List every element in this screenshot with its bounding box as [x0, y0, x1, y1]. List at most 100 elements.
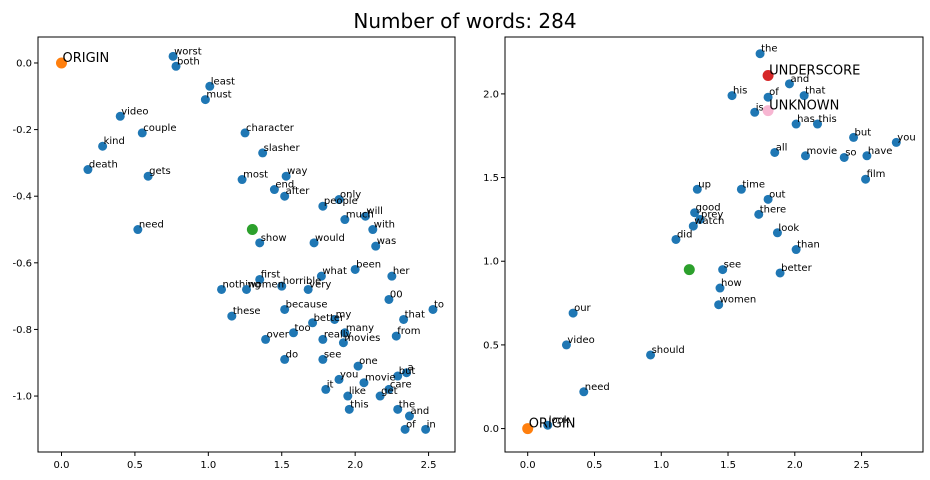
point — [368, 225, 378, 235]
point-label: show — [261, 233, 287, 244]
point-label: with — [374, 220, 395, 231]
point-label: of — [769, 87, 779, 98]
point-label: must — [206, 90, 231, 101]
point — [715, 283, 725, 293]
point-label: that — [405, 309, 425, 320]
point-label: out — [769, 189, 785, 200]
point-label: see — [724, 260, 742, 271]
point — [800, 151, 810, 161]
point-label: was — [377, 236, 397, 247]
highlight-point — [246, 224, 258, 236]
x-tick-label: 1.5 — [274, 460, 290, 471]
point-label: care — [390, 379, 412, 390]
point — [171, 61, 181, 71]
point-label: need — [139, 220, 164, 231]
point — [359, 378, 369, 388]
point — [736, 184, 746, 194]
point-label: to — [434, 299, 444, 310]
point — [688, 221, 698, 231]
point-label: should — [652, 345, 685, 356]
point — [205, 81, 215, 91]
point-label: film — [867, 169, 886, 180]
point — [862, 151, 872, 161]
point-label: video — [121, 106, 148, 117]
point-label: better — [781, 263, 812, 274]
point — [277, 281, 287, 291]
point — [168, 51, 178, 61]
y-tick-label: -0.4 — [12, 192, 32, 203]
point — [375, 391, 385, 401]
point-label: like — [349, 386, 366, 397]
point-label: movies — [344, 333, 380, 344]
point-label: prey — [701, 209, 723, 220]
highlight-point — [762, 69, 774, 81]
point — [316, 271, 326, 281]
point-label: only — [340, 190, 361, 201]
point-label: so — [845, 147, 856, 158]
point — [404, 411, 414, 421]
point — [690, 208, 700, 218]
point — [318, 334, 328, 344]
point — [360, 211, 370, 221]
point-label: most — [243, 170, 268, 181]
x-tick-label: 1.0 — [653, 460, 669, 471]
point — [288, 328, 298, 338]
point-label: is — [756, 102, 764, 113]
point-label: because — [286, 299, 328, 310]
point — [227, 311, 237, 321]
point — [727, 91, 737, 101]
point-label: character — [246, 123, 295, 134]
point — [755, 49, 765, 59]
highlight-label: UNDERSCORE — [769, 63, 860, 78]
highlight-label: ORIGIN — [529, 417, 576, 432]
point-label: good — [696, 203, 721, 214]
point — [671, 234, 681, 244]
point-label: has — [797, 114, 815, 125]
axes-frame — [37, 36, 456, 453]
point — [754, 209, 764, 219]
figure-title: Number of words: 284 — [353, 9, 576, 33]
point — [330, 314, 340, 324]
point — [400, 424, 410, 434]
point — [98, 141, 108, 151]
point-label: you — [897, 132, 915, 143]
point-label: but — [855, 127, 872, 138]
point — [784, 79, 794, 89]
point-label: video — [567, 335, 594, 346]
point — [318, 354, 328, 364]
point-label: much — [346, 210, 374, 221]
point-label: that — [805, 86, 825, 97]
y-tick-label: 0.0 — [16, 58, 32, 69]
point — [714, 300, 724, 310]
point-label: would — [315, 233, 345, 244]
point — [309, 238, 319, 248]
point-label: way — [287, 166, 307, 177]
point — [839, 152, 849, 162]
point — [718, 265, 728, 275]
x-tick-label: 2.0 — [347, 460, 363, 471]
point-label: see — [324, 349, 342, 360]
point — [255, 274, 265, 284]
point — [340, 215, 350, 225]
point-label: up — [698, 179, 711, 190]
point-label: first — [261, 269, 281, 280]
x-tick-label: 1.5 — [720, 460, 736, 471]
point-label: and — [410, 406, 429, 417]
x-tick-label: 2.5 — [854, 460, 870, 471]
y-tick-label: -0.6 — [12, 258, 32, 269]
point — [350, 264, 360, 274]
point-label: his — [733, 86, 747, 97]
point — [340, 328, 350, 338]
highlight-point — [683, 264, 695, 276]
point-label: the — [399, 399, 415, 410]
y-tick-label: 1.0 — [483, 257, 499, 268]
point — [303, 284, 313, 294]
point — [861, 174, 871, 184]
point-label: watch — [694, 216, 724, 227]
axes-frame — [504, 36, 924, 453]
point-label: least — [211, 76, 235, 87]
highlight-point — [55, 57, 67, 69]
point — [399, 314, 409, 324]
